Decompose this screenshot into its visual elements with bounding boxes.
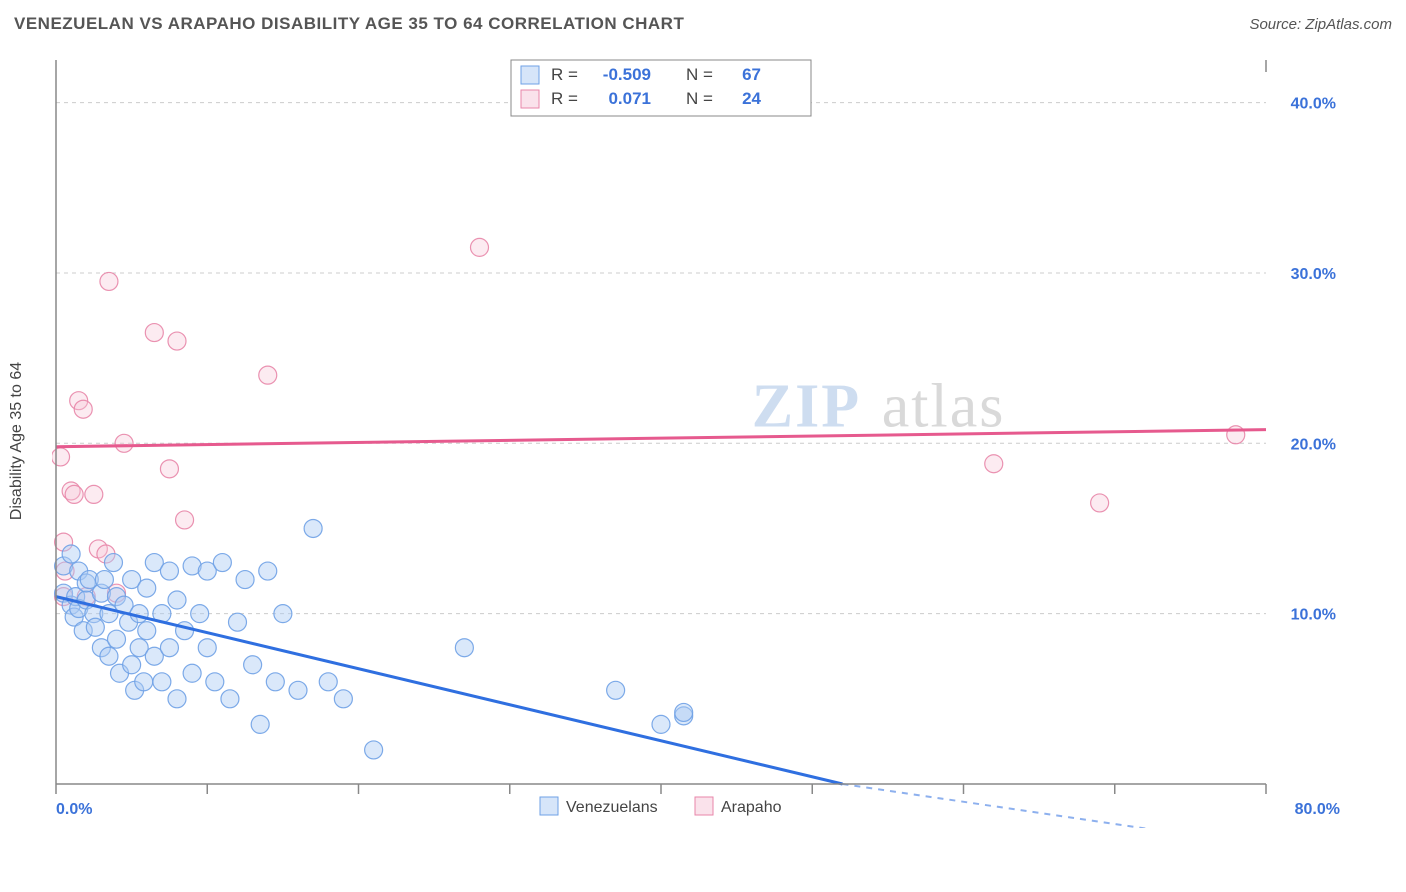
stat-n-label: N =: [686, 65, 713, 84]
y-tick-label: 30.0%: [1291, 266, 1336, 283]
x-tick-label: 80.0%: [1295, 801, 1340, 818]
venezuelans-point: [259, 562, 277, 580]
arapaho-point: [52, 448, 70, 466]
arapaho-swatch: [521, 90, 539, 108]
venezuelans-swatch: [521, 66, 539, 84]
arapaho-point: [85, 485, 103, 503]
venezuelans-point: [266, 673, 284, 691]
arapaho-r-value: 0.071: [608, 89, 651, 108]
stat-r-label: R =: [551, 89, 578, 108]
venezuelans-point: [675, 703, 693, 721]
venezuelans-point: [607, 681, 625, 699]
stat-n-label: N =: [686, 89, 713, 108]
arapaho-point: [115, 434, 133, 452]
arapaho-point: [74, 400, 92, 418]
venezuelans-point: [455, 639, 473, 657]
venezuelans-point: [153, 673, 171, 691]
venezuelans-point: [191, 605, 209, 623]
venezuelans-point: [213, 554, 231, 572]
venezuelans-point: [221, 690, 239, 708]
stat-r-label: R =: [551, 65, 578, 84]
chart-source: Source: ZipAtlas.com: [1249, 16, 1392, 33]
arapaho-trend-line: [56, 430, 1266, 447]
venezuelans-point: [104, 554, 122, 572]
venezuelans-point: [365, 741, 383, 759]
arapaho-point: [1091, 494, 1109, 512]
arapaho-point: [1227, 426, 1245, 444]
venezuelans-legend-label: Venezuelans: [566, 799, 658, 816]
watermark-atlas: atlas: [882, 372, 1006, 440]
chart-svg: 10.0% 20.0% 30.0% 40.0% ZIP atlas 0.0% 80.0% R =…: [52, 54, 1352, 828]
venezuelans-legend-swatch: [540, 797, 558, 815]
venezuelans-point: [198, 639, 216, 657]
arapaho-point: [176, 511, 194, 529]
y-axis-label: Disability Age 35 to 64: [8, 54, 26, 828]
venezuelans-n-value: 67: [742, 65, 761, 84]
y-tick-label: 20.0%: [1291, 436, 1336, 453]
venezuelans-point: [244, 656, 262, 674]
venezuelans-point: [236, 571, 254, 589]
venezuelans-point: [100, 647, 118, 665]
venezuelans-point: [251, 715, 269, 733]
venezuelans-point: [160, 562, 178, 580]
arapaho-point: [259, 366, 277, 384]
venezuelans-point: [160, 639, 178, 657]
venezuelans-point: [62, 545, 80, 563]
venezuelans-point: [138, 579, 156, 597]
y-tick-label: 40.0%: [1291, 96, 1336, 113]
arapaho-point: [160, 460, 178, 478]
venezuelans-point: [168, 591, 186, 609]
venezuelans-r-value: -0.509: [603, 65, 651, 84]
x-tick-label: 0.0%: [56, 801, 92, 818]
plot-area: 10.0% 20.0% 30.0% 40.0% ZIP atlas 0.0% 80.0% R =…: [52, 54, 1352, 828]
watermark-zip: ZIP: [752, 372, 861, 440]
chart-title: VENEZUELAN VS ARAPAHO DISABILITY AGE 35 …: [14, 14, 684, 34]
arapaho-legend-label: Arapaho: [721, 799, 782, 816]
arapaho-point: [985, 455, 1003, 473]
venezuelans-point: [183, 664, 201, 682]
venezuelans-point: [95, 571, 113, 589]
venezuelans-point: [135, 673, 153, 691]
venezuelans-point: [289, 681, 307, 699]
arapaho-point: [145, 324, 163, 342]
arapaho-legend-swatch: [695, 797, 713, 815]
venezuelans-point: [86, 618, 104, 636]
venezuelans-point: [334, 690, 352, 708]
arapaho-point: [65, 485, 83, 503]
venezuelans-point: [274, 605, 292, 623]
venezuelans-trend-extrap: [843, 784, 1191, 828]
arapaho-n-value: 24: [742, 89, 761, 108]
y-tick-label: 10.0%: [1291, 607, 1336, 624]
venezuelans-point: [108, 630, 126, 648]
venezuelans-point: [168, 690, 186, 708]
arapaho-point: [100, 272, 118, 290]
arapaho-point: [471, 238, 489, 256]
venezuelans-point: [229, 613, 247, 631]
arapaho-point: [168, 332, 186, 350]
venezuelans-point: [206, 673, 224, 691]
venezuelans-point: [652, 715, 670, 733]
venezuelans-point: [319, 673, 337, 691]
venezuelans-point: [304, 519, 322, 537]
venezuelans-point: [138, 622, 156, 640]
venezuelans-point: [123, 656, 141, 674]
